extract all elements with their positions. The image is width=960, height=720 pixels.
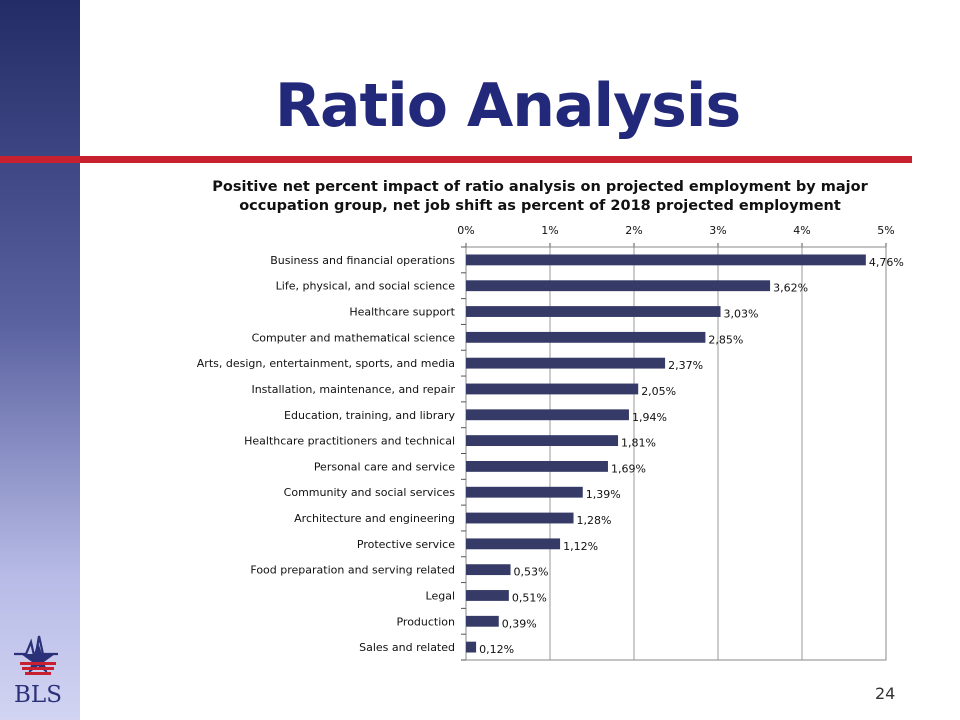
bar <box>466 460 608 472</box>
bar <box>466 564 511 576</box>
chart-title: Positive net percent impact of ratio ana… <box>212 179 868 214</box>
category-label: Installation, maintenance, and repair <box>251 383 455 396</box>
category-label: Arts, design, entertainment, sports, and… <box>197 357 455 370</box>
bls-logo: BLS <box>14 635 62 708</box>
bar <box>466 435 619 447</box>
logo-stripe <box>22 667 54 670</box>
x-tick-label: 3% <box>709 224 726 237</box>
category-label: Personal care and service <box>314 460 455 473</box>
data-label: 2,85% <box>708 333 743 346</box>
data-label: 1,28% <box>577 514 612 527</box>
data-label: 3,62% <box>773 282 808 295</box>
data-label: 0,51% <box>512 591 547 604</box>
data-label: 2,05% <box>641 385 676 398</box>
category-label: Healthcare practitioners and technical <box>244 435 455 448</box>
data-label: 1,94% <box>632 411 667 424</box>
data-label: 4,76% <box>869 256 904 269</box>
category-label: Food preparation and serving related <box>250 564 455 577</box>
bar <box>466 357 666 369</box>
data-label: 1,69% <box>611 462 646 475</box>
data-label: 1,12% <box>563 540 598 553</box>
bar <box>466 409 629 421</box>
bar <box>466 538 561 550</box>
bar <box>466 590 509 601</box>
bar <box>466 641 477 653</box>
bar <box>466 486 583 498</box>
category-label: Legal <box>426 589 455 602</box>
logo-stripe <box>20 662 56 665</box>
bar <box>466 383 639 395</box>
category-label: Production <box>396 615 455 628</box>
category-label: Computer and mathematical science <box>252 331 456 344</box>
category-label: Business and financial operations <box>270 254 455 267</box>
x-tick-label: 4% <box>793 224 810 237</box>
data-label: 0,53% <box>514 566 549 579</box>
category-label: Architecture and engineering <box>294 512 455 525</box>
title-divider <box>0 156 912 163</box>
x-tick-label: 0% <box>457 224 474 237</box>
bar <box>466 280 771 292</box>
category-label: Protective service <box>357 538 455 551</box>
logo-stripe <box>25 672 51 675</box>
data-label: 0,12% <box>479 643 514 656</box>
page-number: 24 <box>875 684 896 703</box>
x-tick-label: 5% <box>877 224 894 237</box>
data-label: 1,81% <box>621 437 656 450</box>
bar <box>466 331 706 343</box>
slide-title: Ratio Analysis <box>274 71 741 141</box>
bar <box>466 306 721 317</box>
x-tick-label: 1% <box>541 224 558 237</box>
logo-text: BLS <box>14 682 62 708</box>
x-tick-label: 2% <box>625 224 642 237</box>
bar <box>466 254 866 266</box>
data-label: 3,03% <box>724 308 759 321</box>
category-label: Community and social services <box>284 486 456 499</box>
category-label: Education, training, and library <box>284 409 455 422</box>
data-label: 1,39% <box>586 488 621 501</box>
category-label: Healthcare support <box>349 306 455 319</box>
data-label: 2,37% <box>668 359 703 372</box>
category-label: Life, physical, and social science <box>276 280 456 293</box>
left-decorative-bar <box>0 0 80 720</box>
star-icon <box>21 642 55 674</box>
data-label: 0,39% <box>502 617 537 630</box>
bar <box>466 615 499 627</box>
bar <box>466 512 574 524</box>
category-label: Sales and related <box>359 641 455 654</box>
